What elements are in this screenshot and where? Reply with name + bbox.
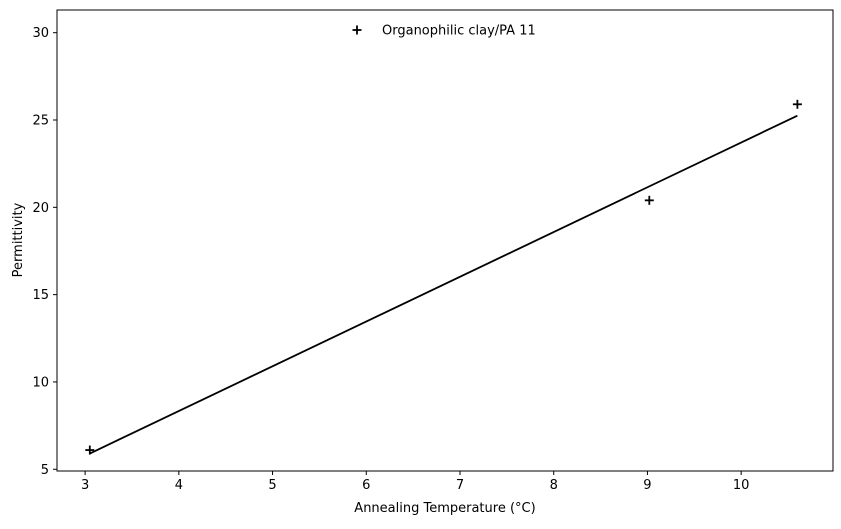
x-axis-label: Annealing Temperature (°C) <box>354 501 535 516</box>
x-tick-label: 3 <box>81 478 89 493</box>
y-tick-label: 20 <box>32 201 49 216</box>
y-tick-label: 5 <box>41 463 49 478</box>
x-tick-label: 9 <box>643 478 651 493</box>
legend: Organophilic clay/PA 11 <box>352 24 536 39</box>
x-axis-ticks: 3 4 5 6 7 8 9 10 <box>81 471 749 493</box>
x-tick-label: 4 <box>175 478 183 493</box>
plot-layer <box>85 99 802 455</box>
legend-marker <box>352 25 362 35</box>
legend-label: Organophilic clay/PA 11 <box>382 24 536 39</box>
x-tick-label: 8 <box>550 478 558 493</box>
y-axis-ticks: 5 10 15 20 25 30 <box>32 26 57 478</box>
y-tick-label: 15 <box>32 288 49 303</box>
scatter-point <box>644 195 654 205</box>
fit-line <box>89 114 798 455</box>
scatter-point <box>85 445 95 455</box>
plot-frame <box>56 9 834 472</box>
x-tick-label: 7 <box>456 478 464 493</box>
x-tick-label: 10 <box>733 478 750 493</box>
y-axis-label: Permittivity <box>11 202 26 277</box>
x-tick-label: 6 <box>362 478 370 493</box>
y-tick-label: 25 <box>32 114 49 129</box>
x-tick-label: 5 <box>268 478 276 493</box>
y-tick-label: 30 <box>32 26 49 41</box>
scatter-point <box>792 99 802 109</box>
y-tick-label: 10 <box>32 375 49 390</box>
